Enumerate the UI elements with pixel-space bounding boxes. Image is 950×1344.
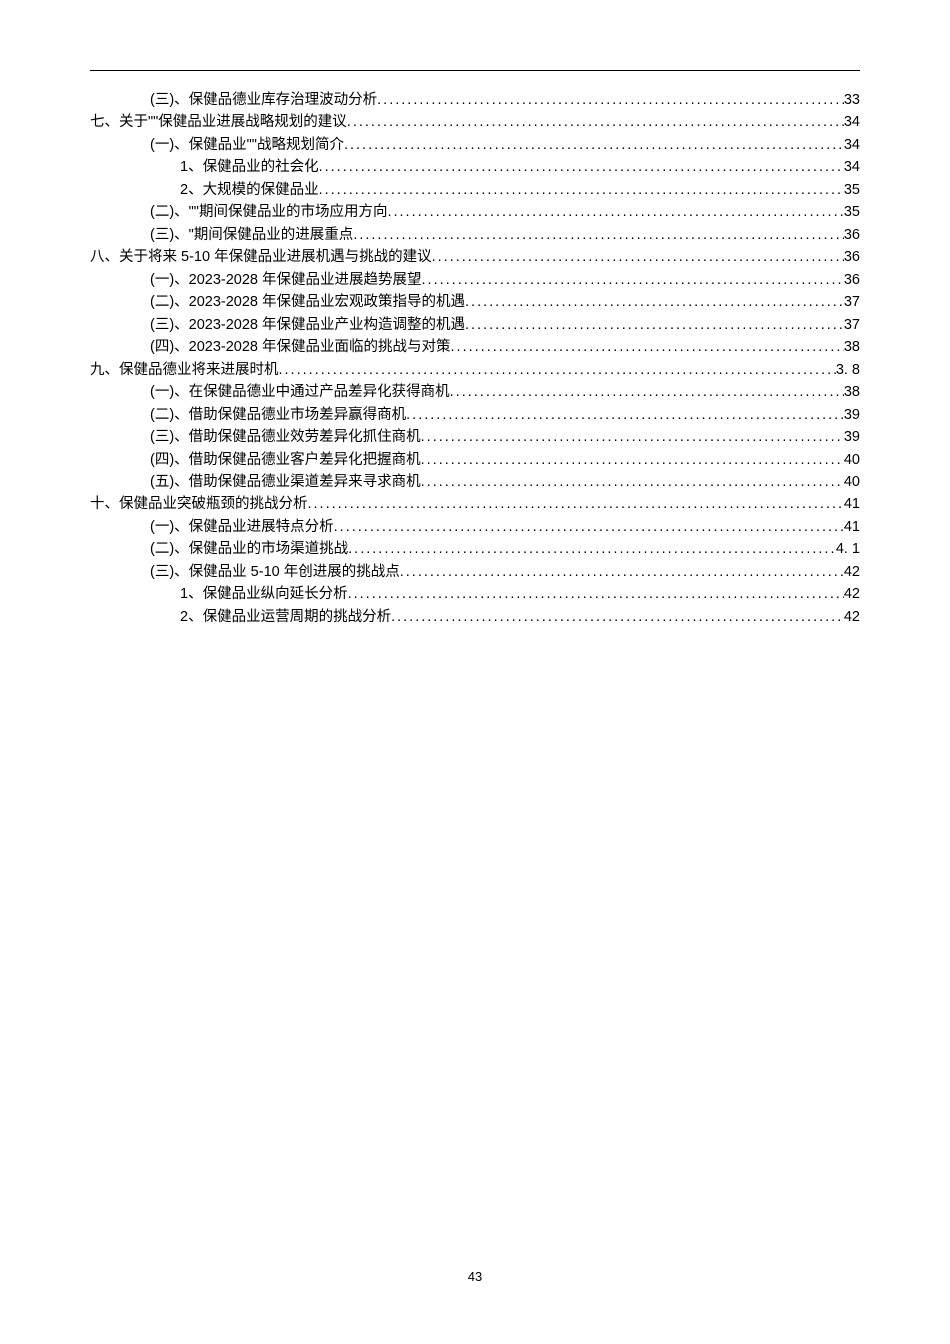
toc-dot-leader — [432, 246, 844, 268]
toc-entry: (五)、借助保健品德业渠道差异来寻求商机 40 — [90, 471, 860, 493]
toc-entry: (三)、"期间保健品业的进展重点 36 — [90, 224, 860, 246]
toc-entry-text: 十、保健品业突破瓶颈的挑战分析 — [90, 493, 308, 515]
toc-entry: 八、关于将来 5-10 年保健品业进展机遇与挑战的建议 36 — [90, 246, 860, 268]
toc-entry-text: 七、关于""保健品业进展战略规划的建议 — [90, 111, 347, 133]
toc-entry-text: 2、保健品业运营周期的挑战分析 — [180, 606, 391, 628]
toc-entry-page: 36 — [844, 246, 860, 268]
toc-entry: (二)、保健品业的市场渠道挑战 4. 1 — [90, 538, 860, 560]
toc-entry-page: 37 — [844, 314, 860, 336]
toc-entry: (二)、""期间保健品业的市场应用方向 35 — [90, 201, 860, 223]
toc-entry-text: 1、保健品业的社会化 — [180, 156, 319, 178]
toc-entry-page: 38 — [844, 381, 860, 403]
toc-dot-leader — [421, 471, 844, 493]
toc-entry-text: 2、大规模的保健品业 — [180, 179, 319, 201]
toc-entry-text: (一)、保健品业进展特点分析 — [150, 516, 334, 538]
toc-entry-page: 42 — [844, 606, 860, 628]
toc-dot-leader — [334, 516, 844, 538]
toc-entry: (三)、借助保健品德业效劳差异化抓住商机 39 — [90, 426, 860, 448]
toc-entry-page: 4. 1 — [836, 538, 860, 560]
toc-entry-text: (二)、保健品业的市场渠道挑战 — [150, 538, 348, 560]
toc-entry-page: 40 — [844, 449, 860, 471]
toc-entry-text: (三)、"期间保健品业的进展重点 — [150, 224, 353, 246]
toc-dot-leader — [421, 449, 844, 471]
toc-entry: 2、大规模的保健品业 35 — [90, 179, 860, 201]
toc-entry-text: (一)、保健品业""战略规划简介 — [150, 134, 344, 156]
toc-dot-leader — [465, 291, 844, 313]
toc-entry-page: 41 — [844, 516, 860, 538]
toc-entry-page: 36 — [844, 224, 860, 246]
toc-dot-leader — [353, 224, 844, 246]
toc-entry: 1、保健品业的社会化 34 — [90, 156, 860, 178]
toc-dot-leader — [347, 111, 844, 133]
toc-entry-page: 40 — [844, 471, 860, 493]
toc-entry: (三)、保健品业 5-10 年创进展的挑战点 42 — [90, 561, 860, 583]
toc-entry-text: (二)、""期间保健品业的市场应用方向 — [150, 201, 387, 223]
header-rule — [90, 70, 860, 71]
toc-entry-text: (二)、借助保健品德业市场差异赢得商机 — [150, 404, 406, 426]
toc-entry-text: 九、保健品德业将来进展时机 — [90, 359, 279, 381]
toc-entry-page: 3. 8 — [836, 359, 860, 381]
toc-entry-page: 34 — [844, 156, 860, 178]
toc-entry: (三)、2023-2028 年保健品业产业构造调整的机遇 37 — [90, 314, 860, 336]
toc-dot-leader — [387, 201, 843, 223]
toc-entry: 九、保健品德业将来进展时机 3. 8 — [90, 359, 860, 381]
toc-dot-leader — [391, 606, 844, 628]
toc-entry-page: 37 — [844, 291, 860, 313]
toc-dot-leader — [348, 583, 844, 605]
toc-entry-text: (三)、2023-2028 年保健品业产业构造调整的机遇 — [150, 314, 465, 336]
toc-dot-leader — [319, 179, 844, 201]
toc-entry-text: (二)、2023-2028 年保健品业宏观政策指导的机遇 — [150, 291, 465, 313]
toc-entry-page: 39 — [844, 404, 860, 426]
toc-entry-page: 39 — [844, 426, 860, 448]
toc-entry-text: (四)、借助保健品德业客户差异化把握商机 — [150, 449, 421, 471]
toc-dot-leader — [421, 426, 844, 448]
toc-entry: (三)、保健品德业库存治理波动分析 33 — [90, 89, 860, 111]
toc-entry-text: (四)、2023-2028 年保健品业面临的挑战与对策 — [150, 336, 451, 358]
toc-entry-text: (一)、2023-2028 年保健品业进展趋势展望 — [150, 269, 422, 291]
toc-entry-text: (五)、借助保健品德业渠道差异来寻求商机 — [150, 471, 421, 493]
toc-entry-text: (三)、保健品业 5-10 年创进展的挑战点 — [150, 561, 400, 583]
toc-entry-page: 42 — [844, 583, 860, 605]
toc-entry: (二)、2023-2028 年保健品业宏观政策指导的机遇 37 — [90, 291, 860, 313]
toc-entry-text: 八、关于将来 5-10 年保健品业进展机遇与挑战的建议 — [90, 246, 432, 268]
toc-entry: 七、关于""保健品业进展战略规划的建议 34 — [90, 111, 860, 133]
toc-entry-page: 41 — [844, 493, 860, 515]
toc-entry: (四)、2023-2028 年保健品业面临的挑战与对策 38 — [90, 336, 860, 358]
toc-entry-text: (三)、借助保健品德业效劳差异化抓住商机 — [150, 426, 421, 448]
toc-entry-text: (三)、保健品德业库存治理波动分析 — [150, 89, 377, 111]
toc-entry-text: 1、保健品业纵向延长分析 — [180, 583, 348, 605]
toc-dot-leader — [450, 381, 844, 403]
toc-entry-page: 42 — [844, 561, 860, 583]
toc-entry-page: 34 — [844, 111, 860, 133]
toc-dot-leader — [344, 134, 844, 156]
toc-entry-page: 38 — [844, 336, 860, 358]
table-of-contents: (三)、保健品德业库存治理波动分析 33 七、关于""保健品业进展战略规划的建议 34… — [90, 89, 860, 628]
toc-entry: (四)、借助保健品德业客户差异化把握商机 40 — [90, 449, 860, 471]
toc-dot-leader — [348, 538, 836, 560]
toc-dot-leader — [308, 493, 844, 515]
toc-dot-leader — [377, 89, 844, 111]
toc-entry-text: (一)、在保健品德业中通过产品差异化获得商机 — [150, 381, 450, 403]
toc-dot-leader — [465, 314, 844, 336]
toc-dot-leader — [319, 156, 844, 178]
toc-entry: 2、保健品业运营周期的挑战分析 42 — [90, 606, 860, 628]
toc-entry: (一)、在保健品德业中通过产品差异化获得商机 38 — [90, 381, 860, 403]
toc-dot-leader — [279, 359, 836, 381]
toc-entry-page: 35 — [844, 179, 860, 201]
toc-dot-leader — [400, 561, 844, 583]
toc-dot-leader — [422, 269, 844, 291]
toc-entry: 十、保健品业突破瓶颈的挑战分析 41 — [90, 493, 860, 515]
toc-dot-leader — [406, 404, 844, 426]
toc-entry: (二)、借助保健品德业市场差异赢得商机 39 — [90, 404, 860, 426]
toc-entry-page: 33 — [844, 89, 860, 111]
page-footer-number: 43 — [0, 1269, 950, 1284]
toc-entry: (一)、2023-2028 年保健品业进展趋势展望 36 — [90, 269, 860, 291]
toc-entry-page: 35 — [844, 201, 860, 223]
toc-entry-page: 34 — [844, 134, 860, 156]
toc-entry: 1、保健品业纵向延长分析 42 — [90, 583, 860, 605]
toc-entry-page: 36 — [844, 269, 860, 291]
toc-entry: (一)、保健品业进展特点分析 41 — [90, 516, 860, 538]
toc-dot-leader — [451, 336, 844, 358]
toc-entry: (一)、保健品业""战略规划简介 34 — [90, 134, 860, 156]
